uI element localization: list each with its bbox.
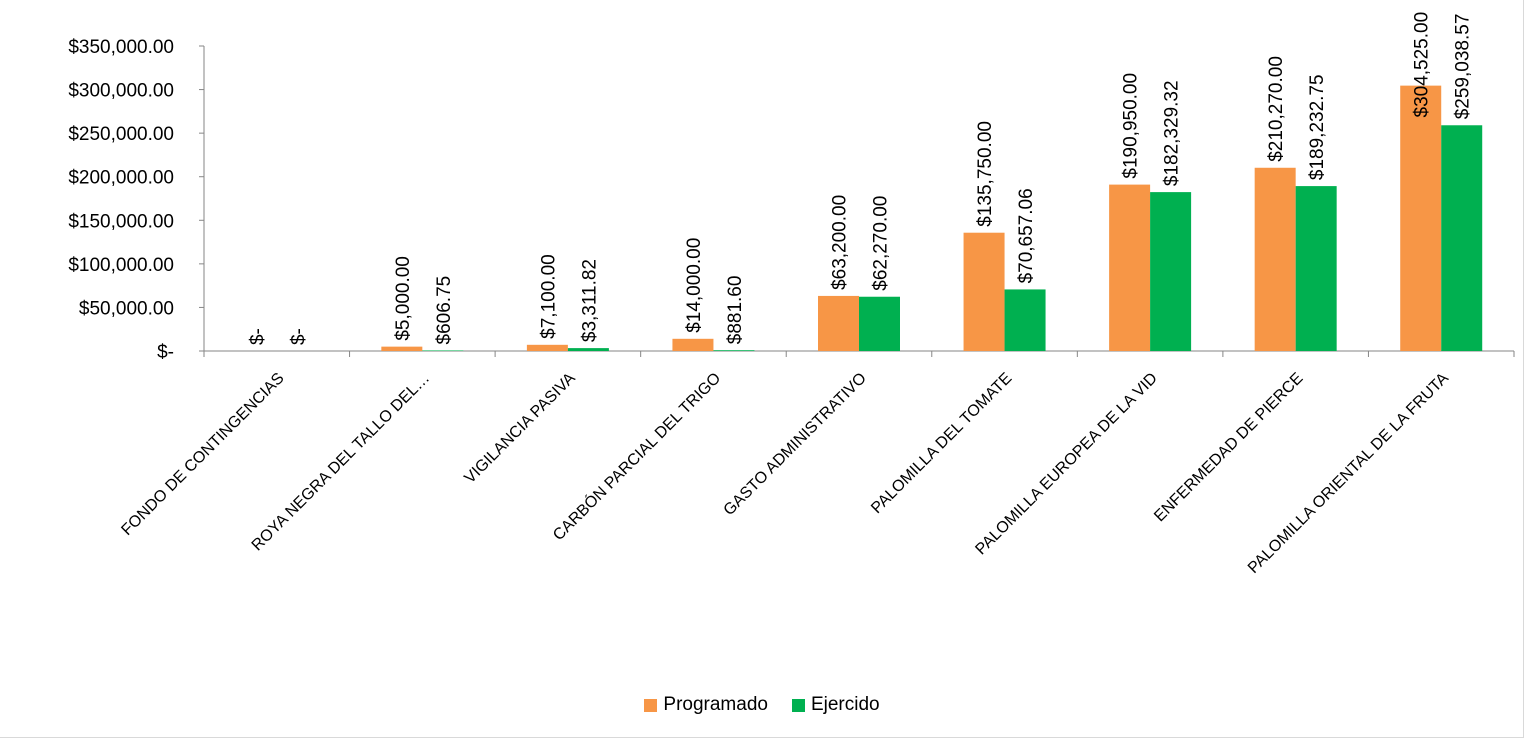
legend: Programado Ejercido [0,694,1524,716]
data-label-ejercido: $62,270.00 [871,196,892,291]
y-tick-label: $300,000.00 [68,81,174,102]
legend-item-programado: Programado [644,694,768,716]
data-label-programado: $63,200.00 [830,195,851,290]
bar-ejercido [1004,289,1046,351]
bar-ejercido [1295,186,1337,351]
category-label: PALOMILLA EUROPEA DE LA VID [972,370,1161,559]
data-label-programado: $135,750.00 [975,121,996,227]
bar-ejercido [1441,125,1483,351]
bar-programado [1109,184,1151,351]
category-label: FONDO DE CONTINGENCIAS [118,370,287,539]
legend-item-ejercido: Ejercido [791,694,880,716]
data-label-ejercido: $3,311.82 [579,259,600,342]
category-label: GASTO ADMINISTRATIVO [721,370,870,519]
y-tick-label: $100,000.00 [68,255,174,276]
data-label-programado: $14,000.00 [684,238,705,333]
data-label-ejercido: $70,657.06 [1016,188,1037,283]
y-tick-label: $50,000.00 [79,298,174,319]
bar-programado [963,232,1005,351]
data-label-programado: $304,525.00 [1412,12,1433,118]
bar-ejercido [1150,192,1192,351]
data-label-ejercido: $182,329.32 [1162,80,1183,186]
bar-ejercido [422,350,464,351]
bar-programado [381,346,423,351]
category-label: ROYA NEGRA DEL TALLO DEL… [249,370,434,555]
data-label-ejercido: $881.60 [725,276,746,345]
y-tick-label: $250,000.00 [68,124,174,145]
y-tick-label: $- [157,342,174,363]
data-label-ejercido: $606.75 [434,276,455,345]
legend-label-ejercido: Ejercido [810,694,880,715]
bar-programado [818,295,859,351]
category-label: PALOMILLA DEL TOMATE [868,370,1015,517]
category-label: ENFERMEDAD DE PIERCE [1151,370,1306,525]
category-label: VIGILANCIA PASIVA [461,370,578,487]
y-tick-label: $350,000.00 [68,37,174,58]
bar-programado [1254,167,1296,351]
y-tick-label: $150,000.00 [68,211,174,232]
legend-swatch-ejercido [791,698,805,712]
data-label-programado: $7,100.00 [538,254,559,339]
bar-ejercido [567,348,609,351]
category-label: CARBÓN PARCIAL DEL TRIGO [549,368,725,544]
bar-programado [1400,85,1442,352]
bar-programado [526,344,568,351]
data-label-ejercido: $- [288,328,309,345]
bar-ejercido [713,350,755,351]
data-label-ejercido: $259,038.57 [1453,14,1474,120]
bar-programado [672,338,714,351]
legend-swatch-programado [644,698,658,712]
y-tick-label: $200,000.00 [68,168,174,189]
data-label-programado: $210,270.00 [1266,56,1287,162]
data-label-ejercido: $189,232.75 [1307,74,1328,180]
data-label-programado: $5,000.00 [393,256,414,341]
data-label-programado: $- [247,328,268,345]
legend-label-programado: Programado [663,694,768,715]
data-label-programado: $190,950.00 [1121,73,1142,179]
bar-ejercido [859,296,900,351]
